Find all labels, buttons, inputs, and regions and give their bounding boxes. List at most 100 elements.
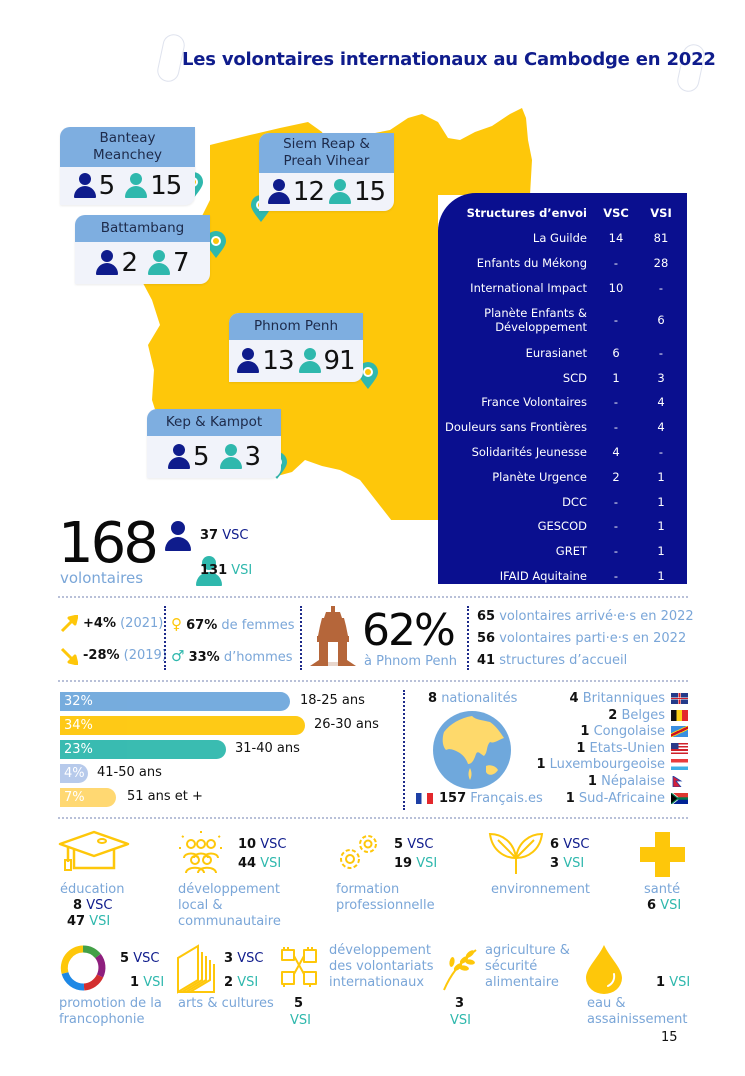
vsi-person-icon [148,250,170,276]
header-structure: Structures d’envoi [466,206,587,220]
region-card-phnom-penh: Phnom Penh 13 91 [229,313,363,382]
flow-value: 65 [477,609,496,624]
vsi-person-icon [196,556,223,586]
sprout-icon [488,832,544,874]
community-icon [179,831,223,874]
nationalities-list: 4 Britanniques 2 Belges 1 Congolaise 1 E… [510,691,688,807]
map-pin-phnom-penh[interactable] [357,362,379,390]
total-vsi: 131 VSI [200,563,252,578]
domain-arts-vsc: 3 VSC [224,951,263,967]
health-cross-icon [640,832,685,877]
globe-icon [433,711,511,789]
age-bar-26-30: 34% [60,716,305,735]
vsi-label: VSI [669,975,691,990]
domain-label-line: internationaux [329,975,425,990]
map-pin-battambang[interactable] [205,231,227,259]
domain-label: promotion de la francophonie [59,996,162,1028]
cell-vsi: 1 [657,544,665,559]
nationality-label: Luxembourgeoise [549,757,665,773]
flag-drc-icon [671,726,688,738]
nationalities-number: 8 [428,691,438,706]
domain-training-vsi: 19 VSI [394,856,437,872]
total-volunteers-label: volontaires [60,569,144,587]
flag-uk-icon [671,693,688,704]
francophonie-ring-icon [60,945,106,991]
age-bar-label: 31-40 ans [235,741,300,756]
header-vsc: VSC [603,206,629,220]
region-vsc-count: 2 [121,248,138,278]
cell-vsi: 3 [657,370,665,385]
domain-label-line: communautaire [178,914,281,929]
total-volunteers: 168 [58,511,159,576]
table-row: Douleurs sans Frontières - 4 [438,415,687,440]
trend-up-arrow-icon [60,615,78,633]
domain-label: arts & cultures [178,996,274,1011]
gender-value: 33% [188,650,220,665]
domain-vsc-count: 10 [238,837,257,852]
nationality-label: Britanniques [582,691,665,706]
independence-monument-icon [310,606,356,666]
age-bar-31-40: 23% [60,740,226,759]
domain-vsc-count: 3 [224,951,234,966]
trend-year: (2019) [123,648,167,663]
total-vsi-count: 131 [200,563,228,578]
domain-label: santé [644,882,681,897]
flow-arrivals: 65 volontaires arrivé·e·s en 2022 [477,609,694,624]
table-row: IFAID Aquitaine - 1 [438,564,687,589]
domain-vsc-count: 5 [120,951,130,966]
region-vsi-count: 91 [323,346,356,376]
nationality-item: 1 Luxembourgeoise [510,757,688,774]
cell-name: DCC [562,494,587,509]
male-icon: ♂ [171,647,185,665]
domain-francophonie-vsc: 5 VSC [120,951,159,967]
domain-training-vsc: 5 VSC [394,837,433,853]
domain-vsc-count: 6 [550,837,560,852]
cell-name: Planète Enfants & Développement [438,306,591,334]
trend-value: +4% [83,616,116,631]
domain-vsc-count: 8 [73,898,83,913]
cell-name: IFAID Aquitaine [499,568,587,583]
female-icon: ♀ [171,615,182,633]
age-bar-value: 32% [64,694,93,709]
nationality-label: Congolaise [593,724,665,740]
cell-name: France Volontaires [481,395,587,410]
cell-name: GESCOD [537,519,587,534]
cell-vsc: - [613,568,619,583]
nationality-label: Etats-Unien [589,740,665,756]
region-name: Banteay Meanchey [60,127,195,167]
gender-female: ♀ 67% de femmes [171,615,294,633]
domain-label-line: des volontariats [329,959,434,974]
flow-value: 56 [477,631,496,646]
cell-name-line2: Développement [495,320,587,335]
nationality-value: 4 [569,691,579,706]
domain-label-line: développement [178,882,281,897]
cell-name: La Guilde [532,231,587,246]
trend-2021: +4% (2021) [83,616,163,631]
nationality-value: 1 [587,773,597,789]
nationality-value: 1 [565,790,575,806]
cell-vsi: - [658,280,664,295]
total-vsc-count: 37 [200,528,219,543]
domain-environment-vsc: 6 VSC [550,837,589,853]
flag-belgium-icon [671,709,688,721]
vsc-person-icon [167,444,190,470]
domain-label-line: professionnelle [336,898,435,913]
nationality-french: 157 Français.es [416,791,543,806]
cell-vsi: 1 [657,494,665,509]
domain-vsi-count: 44 [238,856,257,871]
cell-vsc: - [613,313,619,328]
table-row: Planète Urgence 2 1 [438,464,687,489]
cell-vsc: - [613,544,619,559]
domain-volunteering-vsi-count: 5 [294,996,304,1011]
vsc-label: VSC [563,837,590,852]
divider [164,606,166,670]
vsi-label: VSI [660,898,682,913]
vsc-person-icon [96,250,119,276]
nationality-item: 1 Népalaise [510,774,688,791]
gender-value: 67% [186,618,218,633]
cell-vsi: - [658,444,664,459]
trend-value: -28% [83,648,120,663]
gears-icon [340,835,377,869]
vsi-person-icon [219,444,242,470]
trend-2019: -28% (2019) [83,648,167,663]
